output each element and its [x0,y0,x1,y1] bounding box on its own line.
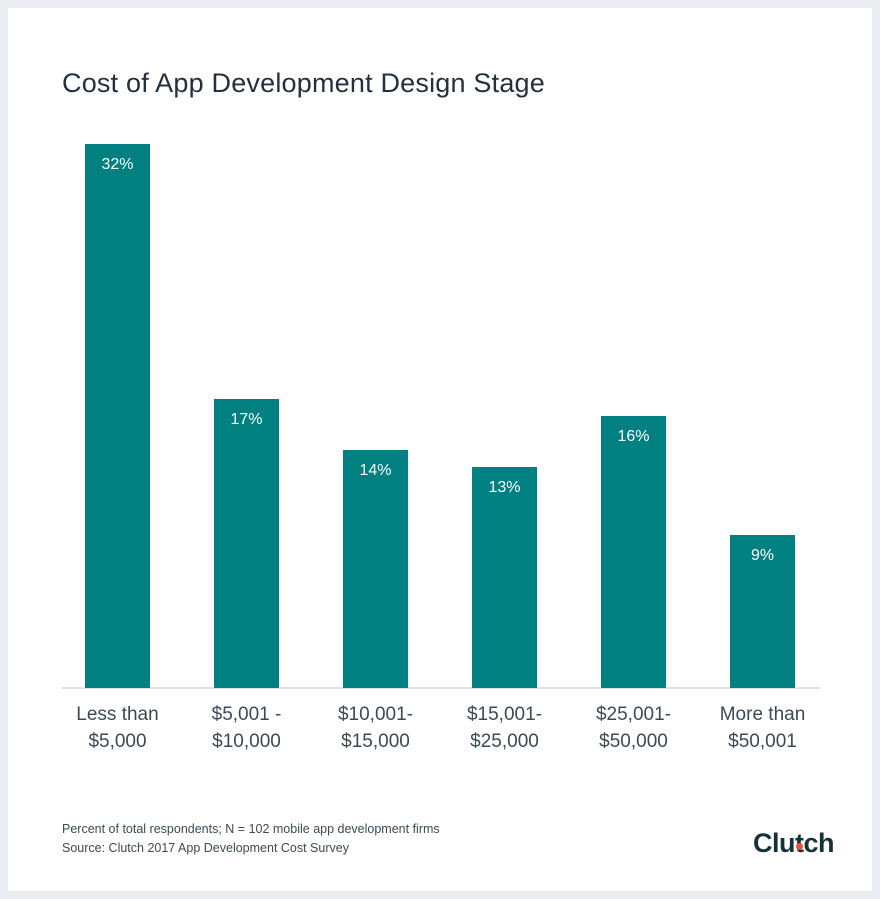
logo-text: t [795,828,804,858]
category-label: $10,000 [212,731,281,752]
category-label: $10,001- [338,704,413,725]
category-label: $50,000 [599,731,668,752]
bar [730,535,795,688]
category-label: $25,001- [596,704,671,725]
category-label: $25,000 [470,731,539,752]
bar-value-label: 14% [359,462,391,479]
bar-value-label: 32% [101,156,133,173]
footnote-respondents: Percent of total respondents; N = 102 mo… [62,822,440,836]
category-label: $15,001- [467,704,542,725]
footnote-source: Source: Clutch 2017 App Development Cost… [62,841,349,855]
bar [85,144,150,688]
category-label: More than [720,704,806,725]
category-label: $5,000 [88,731,146,752]
footnote: Percent of total respondents; N = 102 mo… [62,820,440,858]
bar-value-label: 17% [230,411,262,428]
bar-chart: 32% Less than $5,000 17% $5,001 - $10,000 14% $… [62,144,820,752]
logo-text: ch [803,828,834,858]
chart-title: Cost of App Development Design Stage [62,68,545,98]
category-label: $50,001 [728,731,797,752]
category-label: Less than [76,704,158,725]
bar-value-label: 9% [751,547,774,564]
logo-dot-icon [795,843,803,850]
bar [601,416,666,688]
bar-value-label: 16% [617,428,649,445]
category-label: $15,000 [341,731,410,752]
logo-text: Clu [752,828,796,858]
bar [472,467,537,688]
bar [214,399,279,688]
clutch-logo: Clutch [752,828,835,859]
category-label: $5,001 - [212,704,282,725]
chart-card: Cost of App Development Design Stage 32%… [8,8,872,891]
bar-value-label: 13% [488,479,520,496]
bar [343,450,408,688]
